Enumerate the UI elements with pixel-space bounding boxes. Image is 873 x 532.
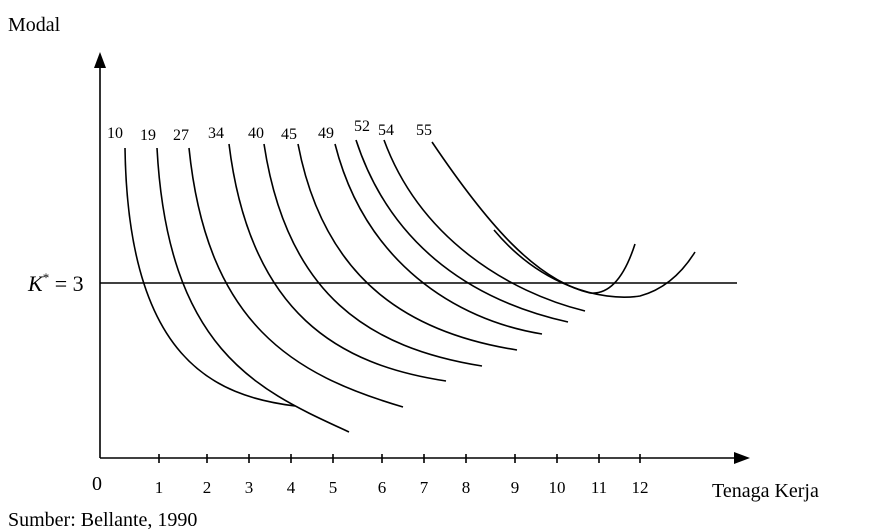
- isoquant-curve-49: [334, 143, 543, 335]
- source-note: Sumber: Bellante, 1990: [8, 509, 197, 531]
- isoquant-curve-40: [263, 143, 483, 367]
- x-tick-label: 11: [591, 478, 607, 497]
- isoquant-curve-55a: [431, 141, 636, 294]
- curve-label-34: 34: [208, 125, 224, 142]
- isoquant-curve-52: [355, 139, 569, 323]
- x-tick-label: 5: [329, 478, 338, 497]
- x-tick-label: 12: [632, 478, 649, 497]
- isoquant-curve-55b: [493, 229, 696, 298]
- x-tick-label: 7: [420, 478, 429, 497]
- x-tick-label: 8: [462, 478, 471, 497]
- isoquant-curves: [124, 139, 696, 433]
- curve-label-10: 10: [107, 125, 123, 142]
- curve-label-49: 49: [318, 125, 334, 142]
- isoquant-curve-45: [297, 143, 518, 351]
- x-tick-label: 2: [203, 478, 212, 497]
- isoquant-curve-34: [228, 143, 447, 382]
- curve-label-27: 27: [173, 127, 189, 144]
- curve-label-19: 19: [140, 127, 156, 144]
- x-tick-label: 6: [378, 478, 387, 497]
- isoquant-curve-19: [156, 147, 350, 433]
- x-axis-arrow: [734, 452, 750, 464]
- x-tick-label: 3: [245, 478, 254, 497]
- x-axis-tick-labels: 1 2 3 4 5 6 7 8 9 10 11 12: [155, 478, 649, 497]
- curve-label-45: 45: [281, 126, 297, 143]
- isoquant-curve-54: [383, 139, 586, 312]
- y-axis-label: Modal: [8, 14, 61, 36]
- x-tick-label: 1: [155, 478, 164, 497]
- x-tick-label: 4: [287, 478, 296, 497]
- capital-k-value: = 3: [49, 271, 83, 296]
- isoquant-curve-10: [124, 147, 296, 407]
- x-axis-tick-marks: [158, 454, 641, 463]
- x-tick-label: 10: [549, 478, 566, 497]
- capital-k-symbol: K: [27, 271, 44, 296]
- y-axis-arrow: [94, 52, 106, 68]
- x-axis-label: Tenaga Kerja: [712, 480, 819, 502]
- curve-label-54: 54: [378, 122, 394, 139]
- curve-label-52: 52: [354, 118, 370, 135]
- isoquant-curve-labels: 10 19 27 34 40 45 49 52 54 55: [107, 118, 432, 144]
- curve-label-55: 55: [416, 122, 432, 139]
- origin-label: 0: [92, 473, 102, 495]
- capital-k-label: K* = 3: [27, 270, 84, 296]
- curve-label-40: 40: [248, 125, 264, 142]
- x-tick-label: 9: [511, 478, 520, 497]
- capital-k-superscript: *: [43, 270, 50, 285]
- isoquant-curve-27: [188, 147, 404, 408]
